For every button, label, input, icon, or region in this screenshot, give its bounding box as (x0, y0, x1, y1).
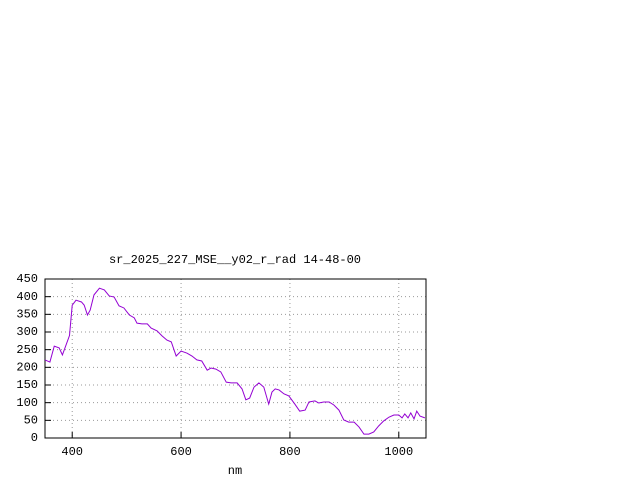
x-tick-label: 600 (170, 445, 192, 459)
plot-frame (44, 278, 427, 439)
x-axis-label: nm (228, 464, 242, 478)
y-tick-label: 350 (16, 308, 38, 322)
y-tick-label: 200 (16, 361, 38, 375)
y-tick-label: 400 (16, 290, 38, 304)
x-tick-label: 1000 (384, 445, 413, 459)
y-tick-label: 100 (16, 396, 38, 410)
y-tick-label: 450 (16, 272, 38, 286)
y-tick-label: 150 (16, 378, 38, 392)
y-tick-label: 50 (24, 414, 38, 428)
y-tick-label: 250 (16, 343, 38, 357)
x-tick-label: 400 (61, 445, 83, 459)
data-line (44, 287, 426, 435)
y-tick-label: 300 (16, 325, 38, 339)
x-tick-label: 800 (279, 445, 301, 459)
chart-title: sr_2025_227_MSE__y02_r_rad 14-48-00 (109, 253, 361, 267)
y-tick-label: 0 (31, 431, 38, 445)
